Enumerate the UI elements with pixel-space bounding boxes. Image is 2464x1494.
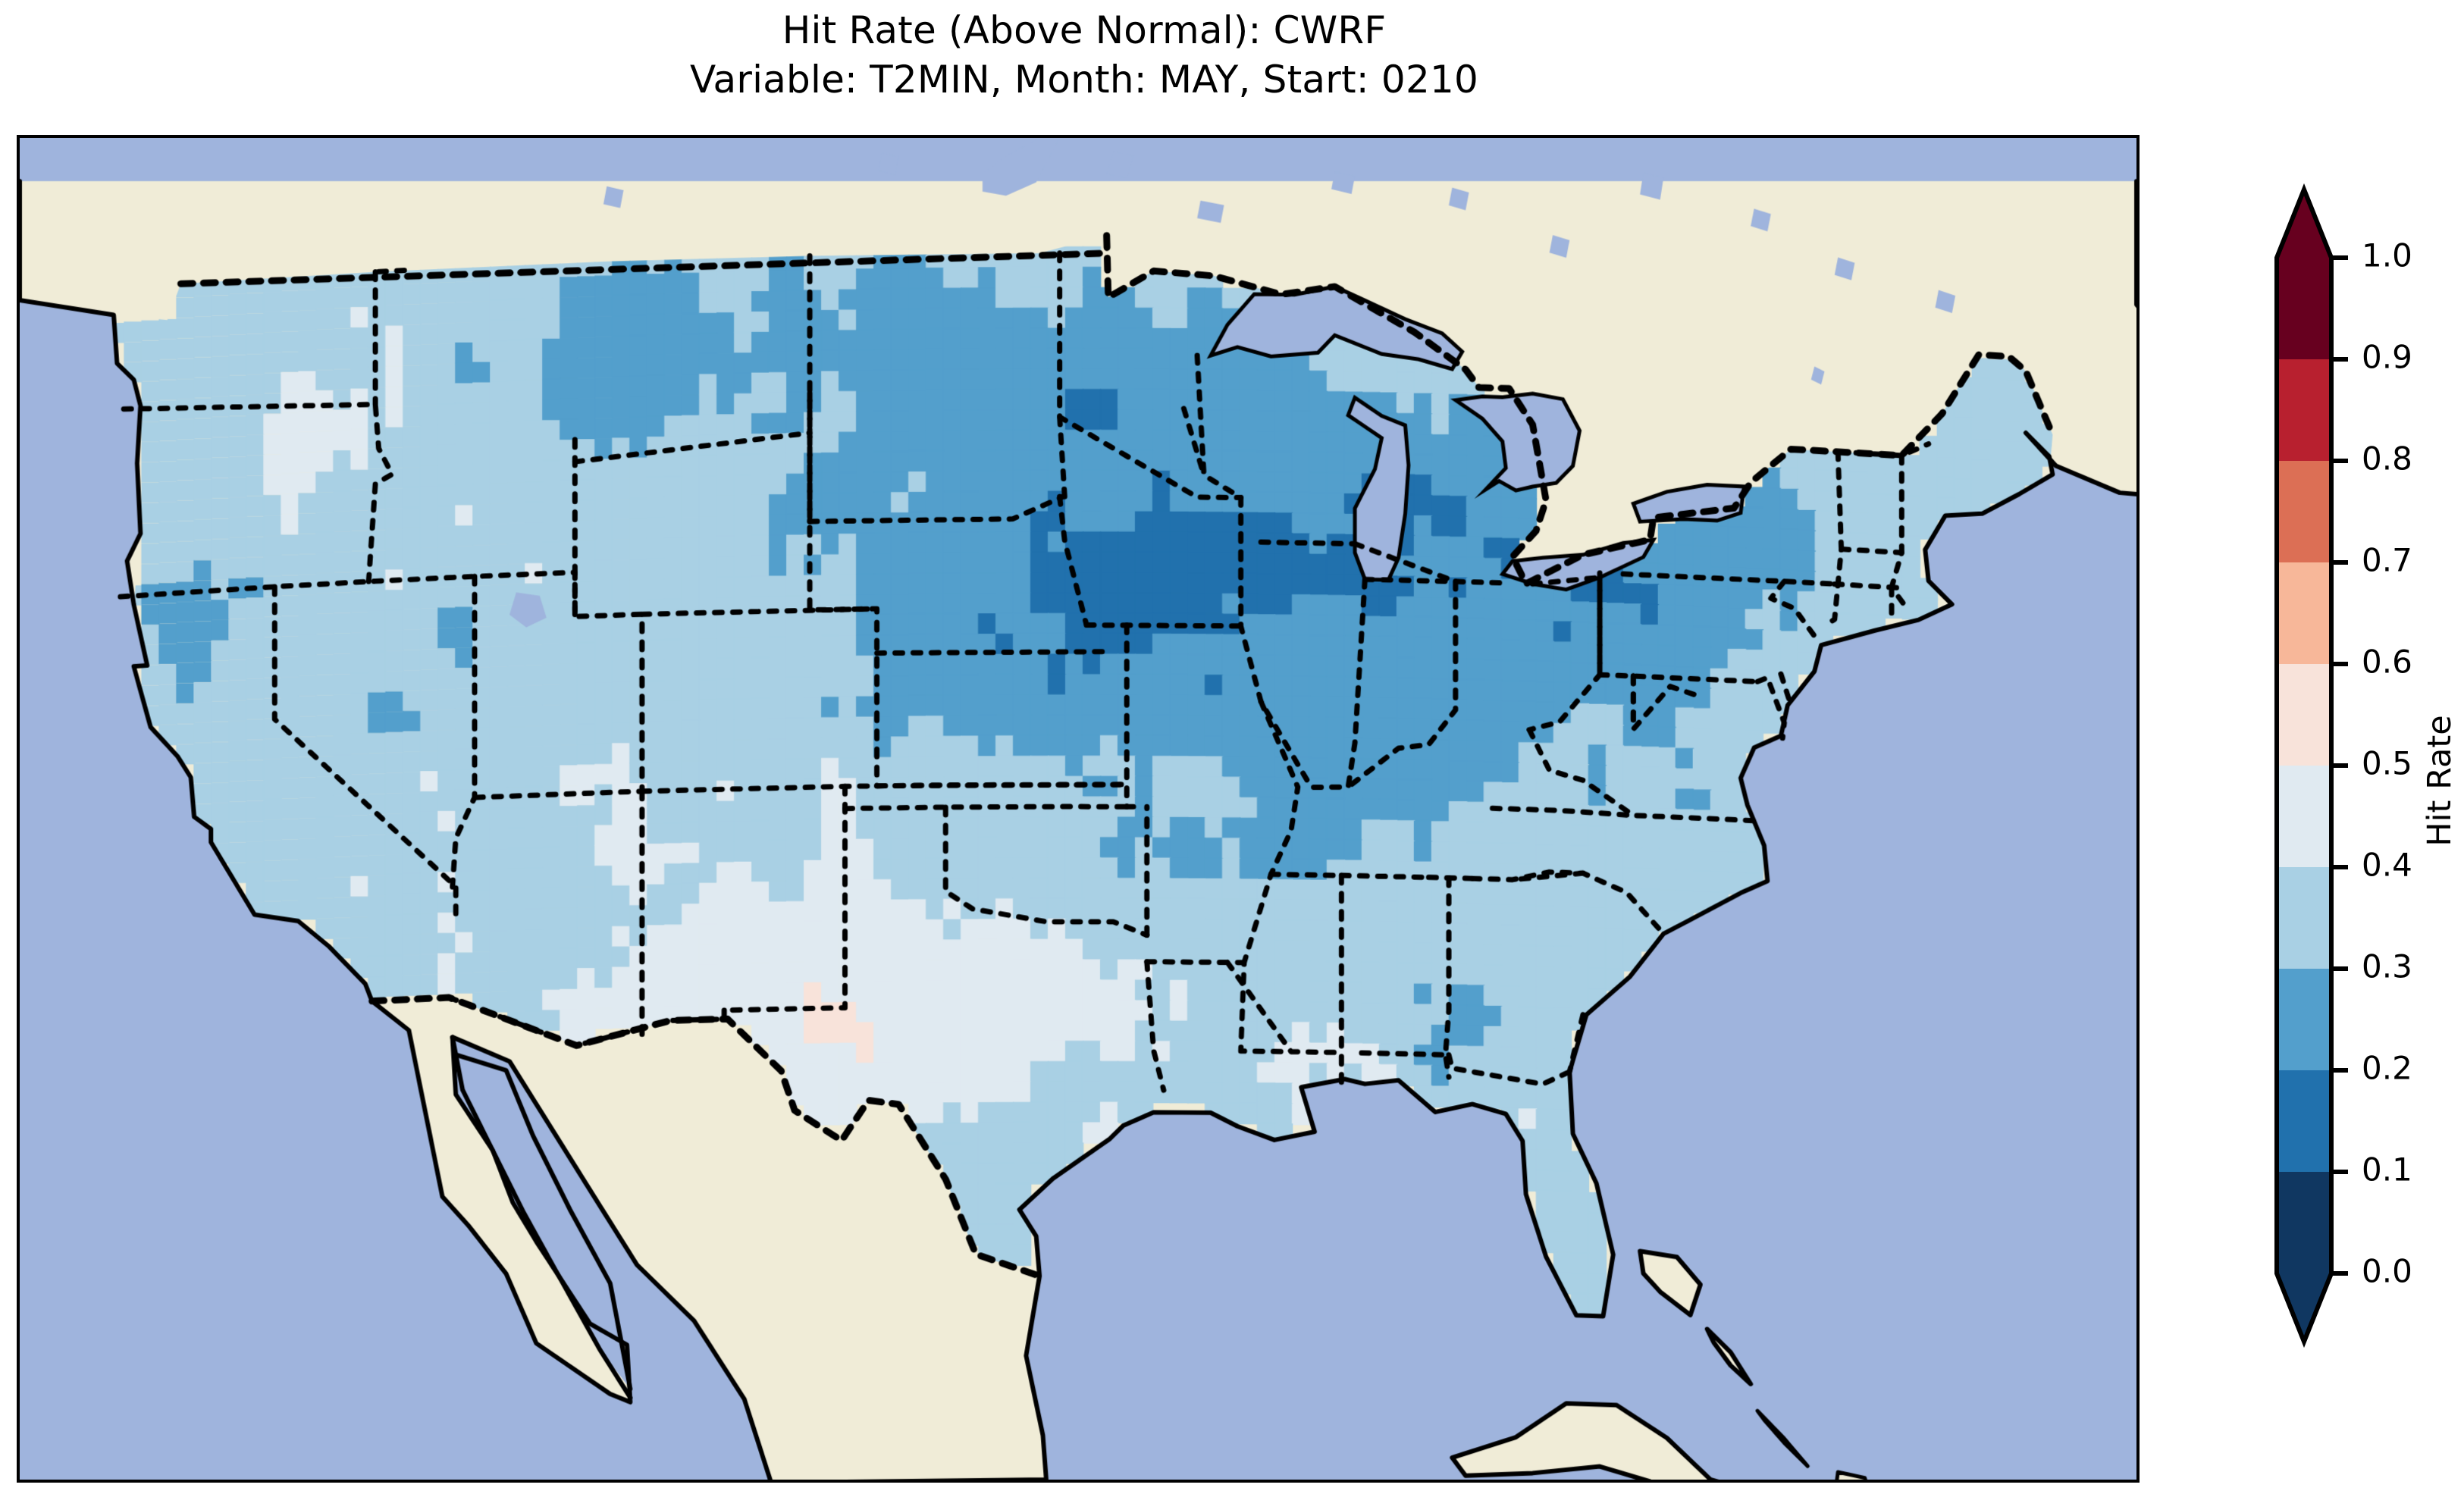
title-line-1: Hit Rate (Above Normal): CWRF	[782, 8, 1387, 52]
colorbar-band	[2277, 969, 2331, 1070]
colorbar-axis-label: Hit Rate	[2421, 715, 2459, 847]
colorbar-band	[2277, 867, 2331, 969]
colorbar-tick-label: 0.8	[2362, 440, 2412, 478]
colorbar-tick-label: 0.6	[2362, 644, 2412, 681]
colorbar-tick-label: 1.0	[2362, 237, 2412, 274]
colorbar-extend-under	[2277, 1273, 2331, 1342]
colorbar-tick-label: 0.2	[2362, 1050, 2412, 1087]
figure-title: Hit Rate (Above Normal): CWRF Variable: …	[0, 6, 2168, 105]
colorbar-extend-over	[2277, 189, 2331, 258]
colorbar-band	[2277, 664, 2331, 766]
colorbar-band	[2277, 359, 2331, 461]
colorbar-band	[2277, 562, 2331, 664]
title-line-2: Variable: T2MIN, Month: MAY, Start: 0210	[690, 58, 1478, 102]
colorbar-tick-label: 0.3	[2362, 948, 2412, 985]
colorbar-svg: 1.0 0.9 0.8 0.7 0.6 0.5 0.4 0.3 0.2 0.1 0.0	[2274, 183, 2412, 1348]
colorbar-tick-label: 0.7	[2362, 542, 2412, 579]
colorbar: 1.0 0.9 0.8 0.7 0.6 0.5 0.4 0.3 0.2 0.1 0.0 Hit Ra…	[2271, 114, 2460, 1448]
colorbar-tick-label: 0.1	[2362, 1151, 2412, 1189]
colorbar-band	[2277, 461, 2331, 562]
colorbar-tick-label: 0.5	[2362, 745, 2412, 782]
colorbar-band	[2277, 1172, 2331, 1273]
map-heatmap-canvas	[20, 138, 2136, 1480]
colorbar-band	[2277, 1070, 2331, 1172]
colorbar-band	[2277, 258, 2331, 359]
colorbar-tick-label: 0.4	[2362, 847, 2412, 884]
colorbar-band	[2277, 766, 2331, 867]
map-axes	[17, 135, 2140, 1483]
colorbar-tick-label: 0.9	[2362, 339, 2412, 376]
colorbar-tick-label: 0.0	[2362, 1253, 2412, 1290]
